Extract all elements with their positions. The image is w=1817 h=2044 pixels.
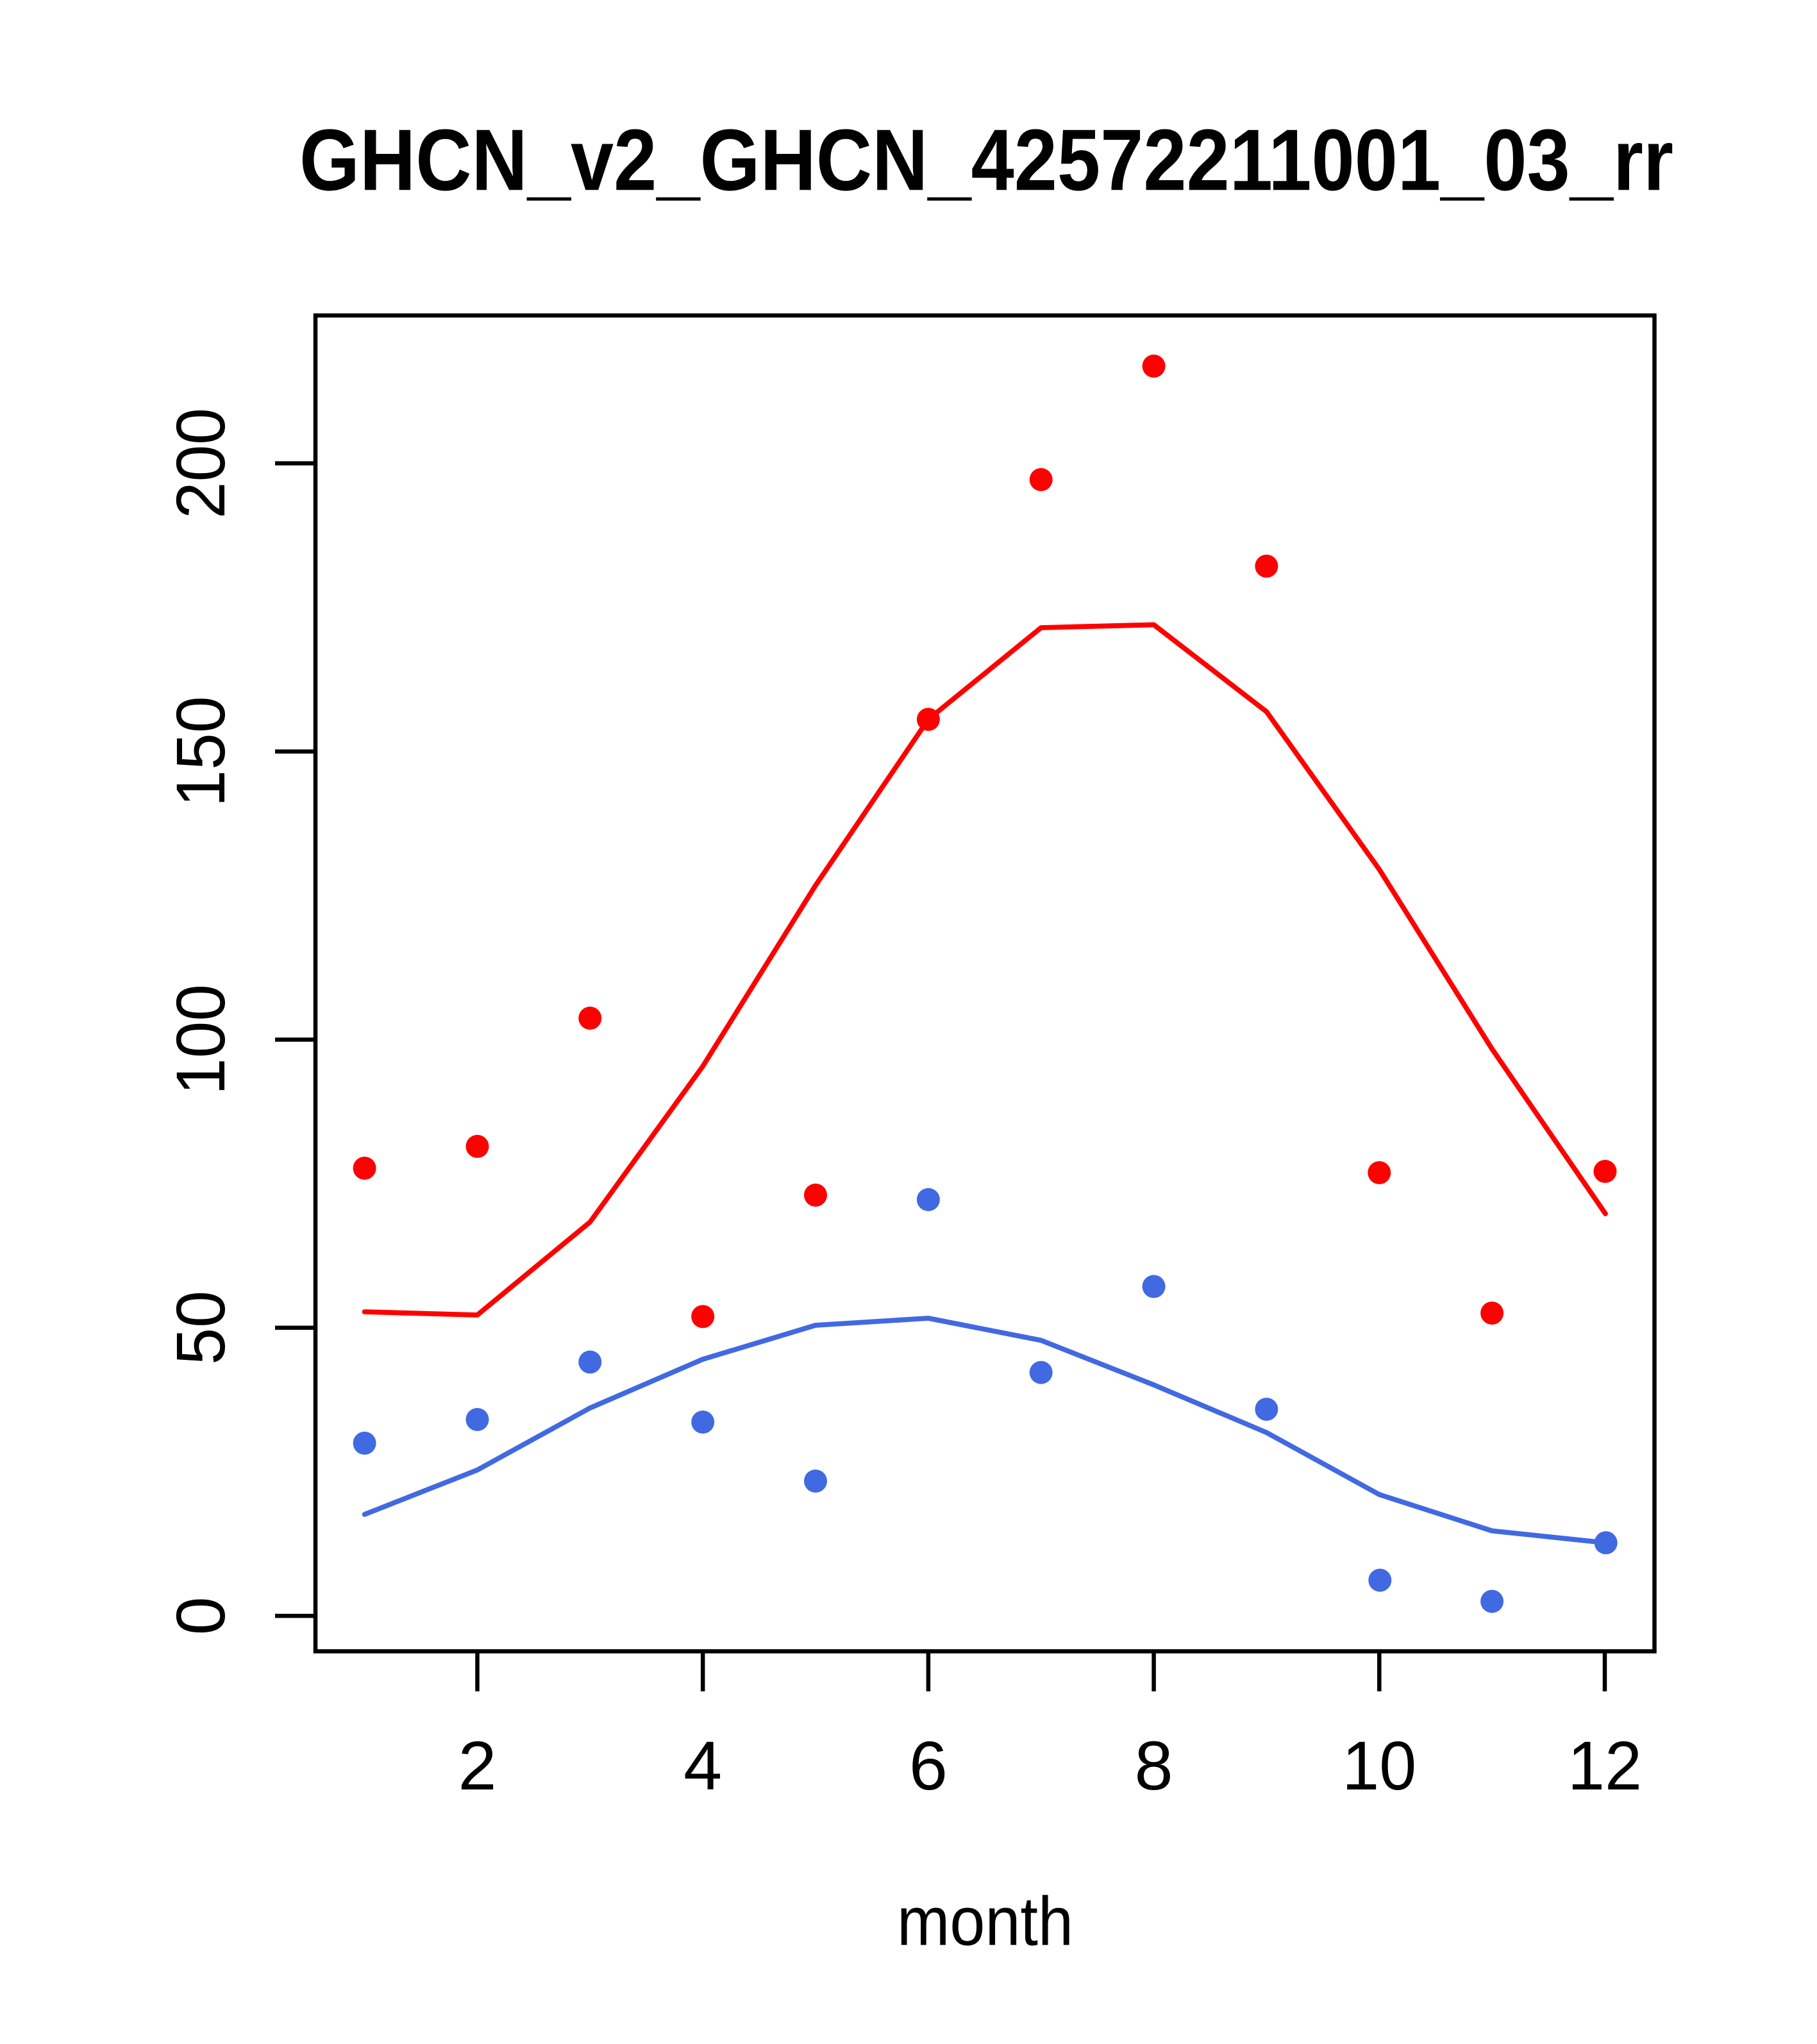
svg-text:GHCN_v2_GHCN_42572211001_03_rr: GHCN_v2_GHCN_42572211001_03_rr	[299, 111, 1673, 208]
svg-text:8: 8	[1135, 1727, 1173, 1804]
svg-text:100: 100	[162, 984, 239, 1095]
svg-text:150: 150	[162, 696, 239, 807]
svg-text:10: 10	[1342, 1727, 1416, 1804]
svg-text:0: 0	[162, 1596, 239, 1635]
svg-text:4: 4	[683, 1727, 722, 1804]
svg-text:12: 12	[1568, 1727, 1642, 1804]
svg-text:2: 2	[458, 1727, 496, 1804]
svg-text:6: 6	[909, 1727, 948, 1804]
svg-text:200: 200	[162, 408, 239, 519]
svg-text:50: 50	[162, 1291, 239, 1365]
svg-text:month: month	[897, 1882, 1073, 1960]
